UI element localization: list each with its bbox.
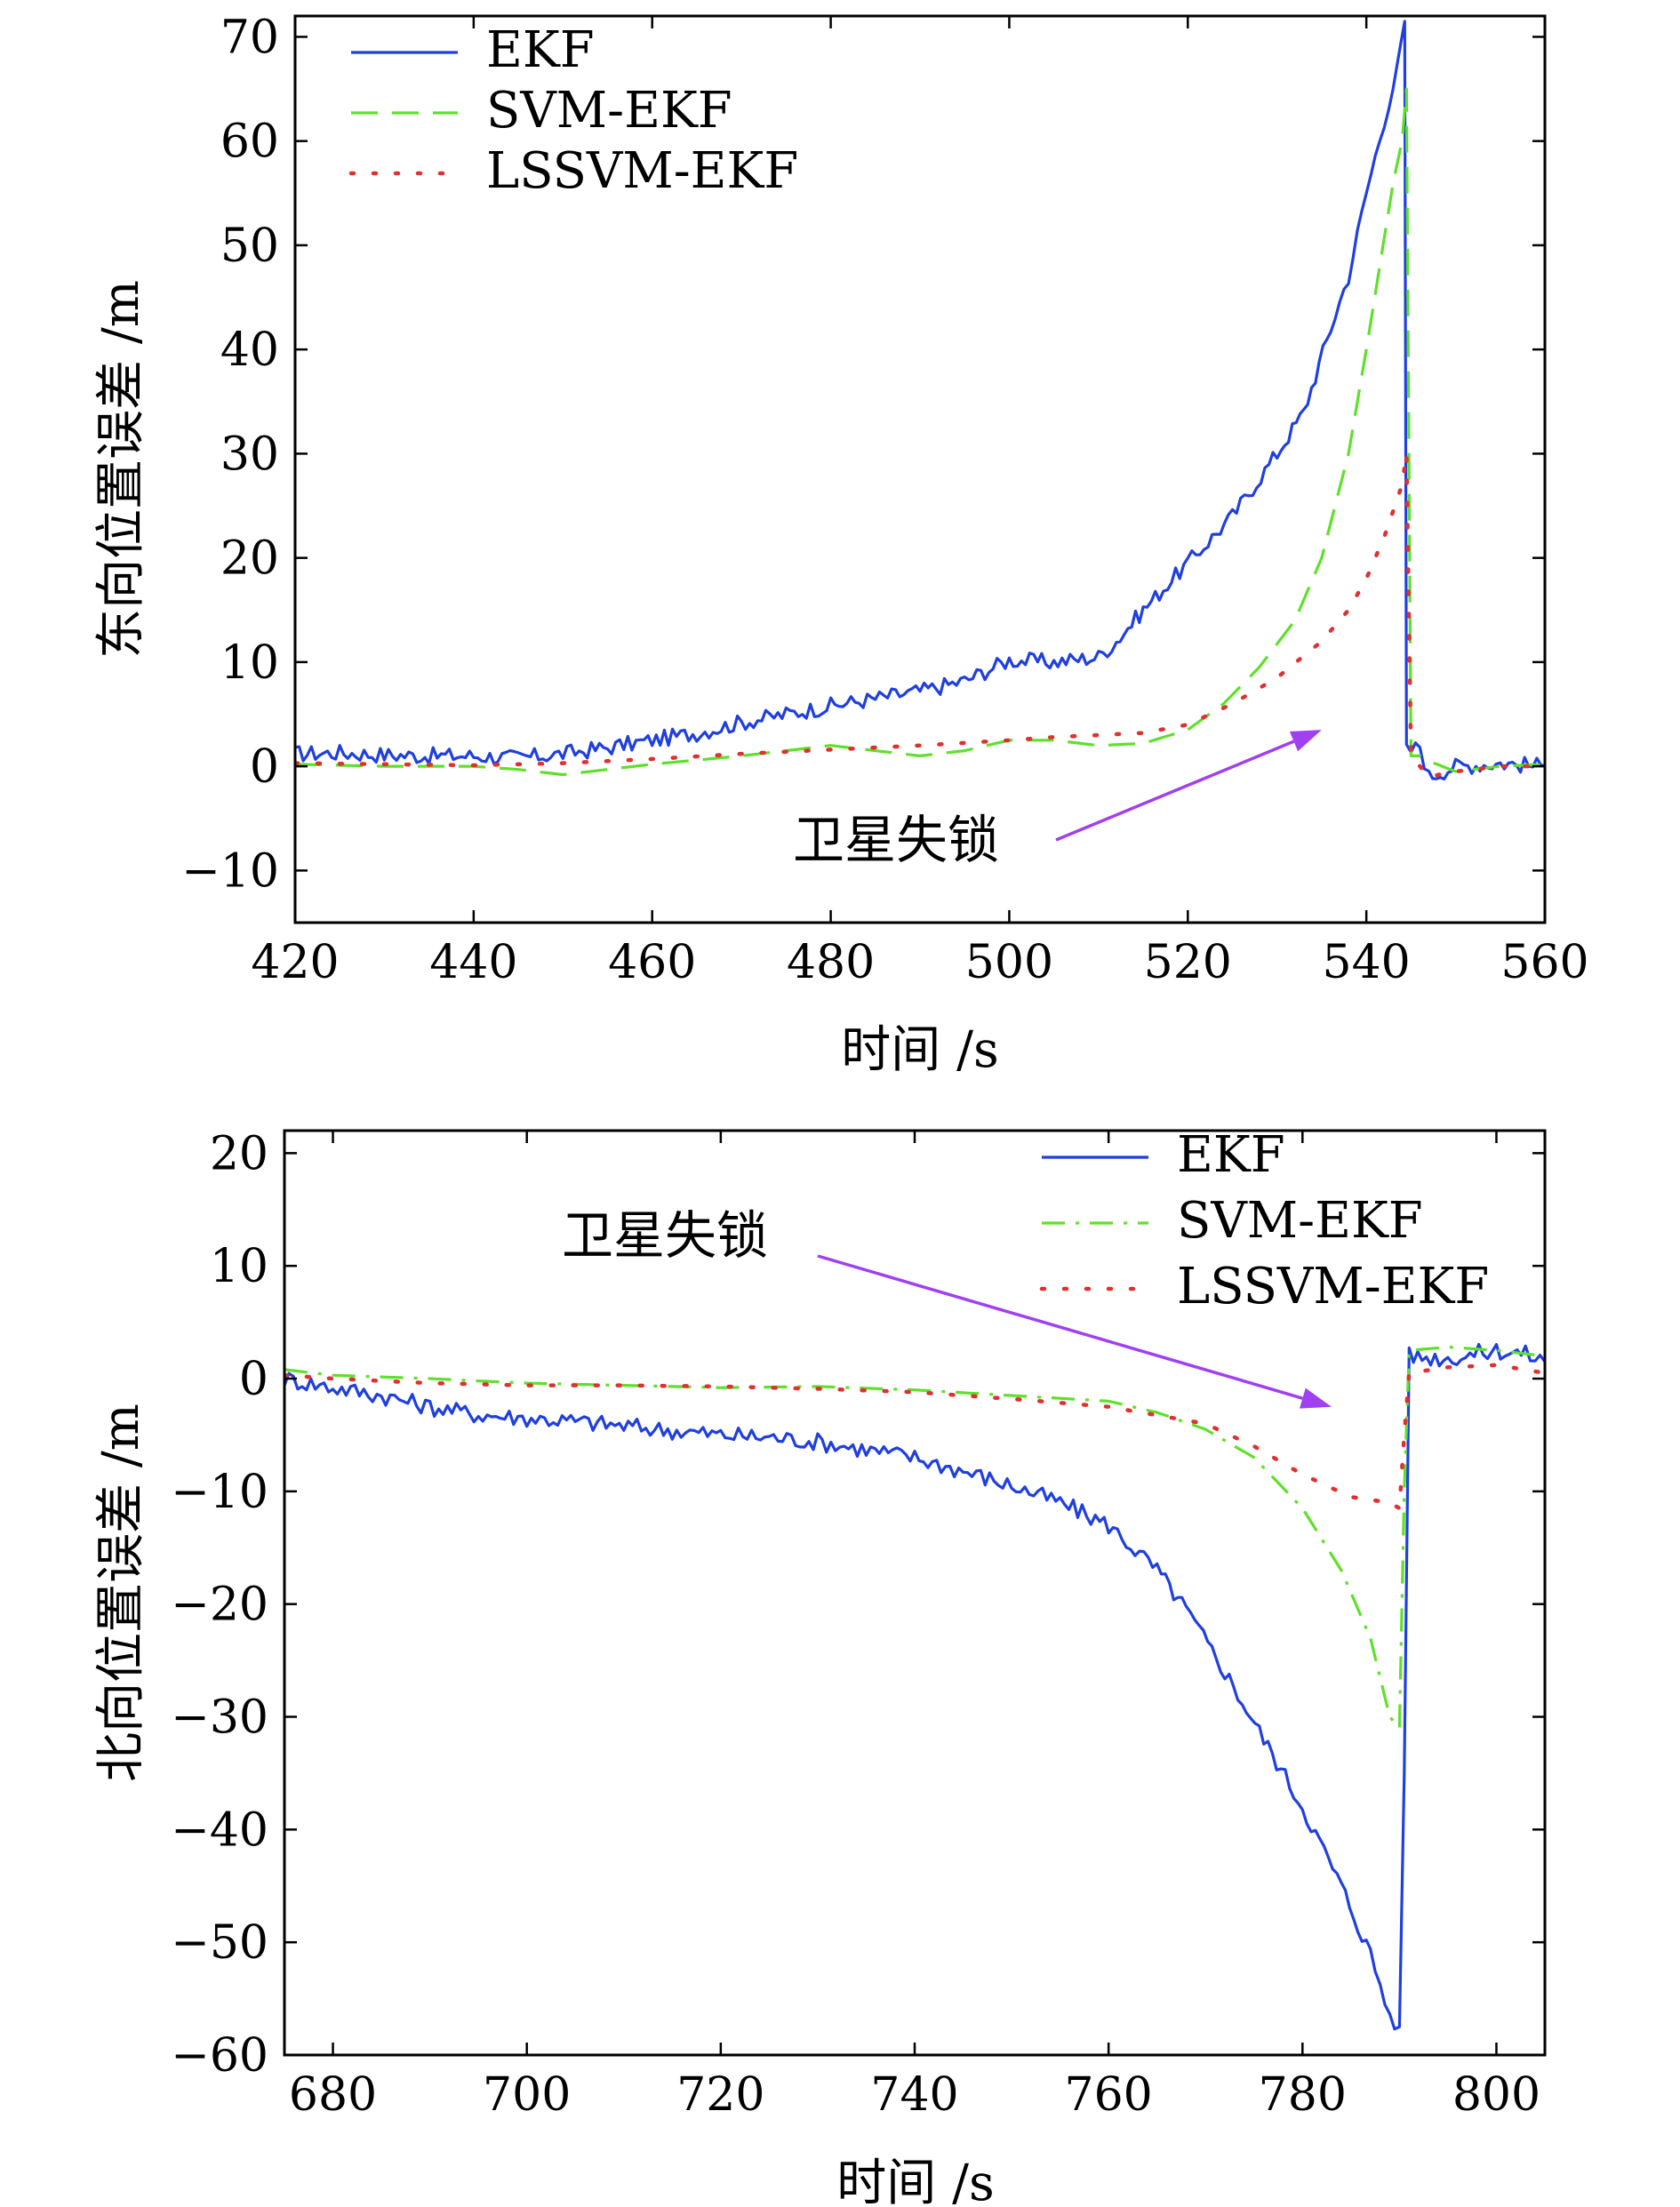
east-annotation-arrow [1055,740,1295,842]
series-line-lssvm-ekf [295,452,1545,780]
x-tick-label: 780 [1259,2068,1347,2122]
y-tick-label: −40 [171,1803,268,1857]
north-plot-area [284,1342,1545,2031]
y-tick-label: −10 [181,844,279,898]
x-tick-label: 540 [1323,936,1411,989]
north-y-axis-label: 北向位置误差 /m [92,1403,150,1782]
east-annotation-text: 卫星失锁 [793,810,999,870]
x-tick-label: 680 [289,2068,377,2122]
series-line-lssvm-ekf [284,1363,1545,1511]
legend-label-ekf: EKF [1177,1126,1285,1184]
y-tick-label: 10 [220,636,279,690]
north-axis-ticks: 680 700 720 740 760 780 800 −60 −50 −40 −30 −20 −10 0… [171,1127,1545,2122]
x-tick-label: 740 [870,2068,958,2122]
y-tick-label: −50 [171,1916,268,1970]
y-tick-label: 60 [220,116,279,169]
east-y-axis-label: 东向位置误差 /m [92,280,150,659]
x-tick-label: 500 [965,936,1053,989]
x-tick-label: 700 [483,2068,571,2122]
y-tick-label: 10 [210,1240,268,1293]
east-plot-area [295,20,1545,781]
east-error-chart: 420 440 460 480 500 520 540 560 −10 0 10 20 30 40 50 60… [92,11,1589,1079]
series-line-svm-ekf [284,1345,1545,1730]
north-error-chart: 680 700 720 740 760 780 800 −60 −50 −40 −30 −20 −10 0… [92,1126,1547,2207]
legend-label-svm-ekf: SVM-EKF [486,82,732,140]
x-tick-label: 460 [608,936,696,989]
y-tick-label: 40 [220,324,279,377]
x-tick-label: 440 [429,936,517,989]
y-tick-label: 50 [220,220,279,273]
y-tick-label: 0 [239,1353,268,1406]
y-tick-label: −10 [171,1466,268,1519]
y-tick-label: 20 [210,1127,268,1180]
north-annotation: 卫星失锁 [562,1205,1332,1409]
legend-label-lssvm-ekf: LSSVM-EKF [1177,1258,1489,1315]
north-legend: EKF SVM-EKF LSSVM-EKF [1039,1126,1489,1315]
series-line-ekf [284,1342,1545,2031]
legend-label-ekf: EKF [486,21,595,79]
series-line-ekf [295,20,1545,781]
y-tick-label: 20 [220,532,279,586]
x-tick-label: 520 [1144,936,1232,989]
north-annotation-arrowhead [1300,1387,1332,1409]
north-annotation-text: 卫星失锁 [562,1205,768,1266]
x-tick-label: 560 [1500,936,1588,989]
north-annotation-arrow [817,1254,1303,1400]
y-tick-label: 70 [220,11,279,64]
y-tick-label: −30 [171,1691,268,1745]
x-tick-label: 760 [1065,2068,1153,2122]
east-annotation-arrowhead [1289,730,1322,752]
x-tick-label: 800 [1452,2068,1540,2122]
east-x-axis-label: 时间 /s [841,1021,998,1079]
north-x-axis-label: 时间 /s [836,2155,994,2207]
y-tick-label: 0 [250,740,279,794]
y-tick-label: 30 [220,428,279,481]
series-line-svm-ekf [295,87,1545,777]
east-annotation: 卫星失锁 [793,730,1322,870]
x-tick-label: 420 [251,936,339,989]
east-axis-ticks: 420 440 460 480 500 520 540 560 −10 0 10 20 30 40 50 60… [181,11,1588,989]
east-axes-frame [293,14,1547,924]
x-tick-label: 480 [787,936,875,989]
y-tick-label: −60 [171,2029,268,2083]
x-tick-label: 720 [676,2068,764,2122]
legend-label-lssvm-ekf: LSSVM-EKF [486,142,798,200]
y-tick-label: −20 [171,1579,268,1632]
legend-label-svm-ekf: SVM-EKF [1177,1192,1423,1250]
